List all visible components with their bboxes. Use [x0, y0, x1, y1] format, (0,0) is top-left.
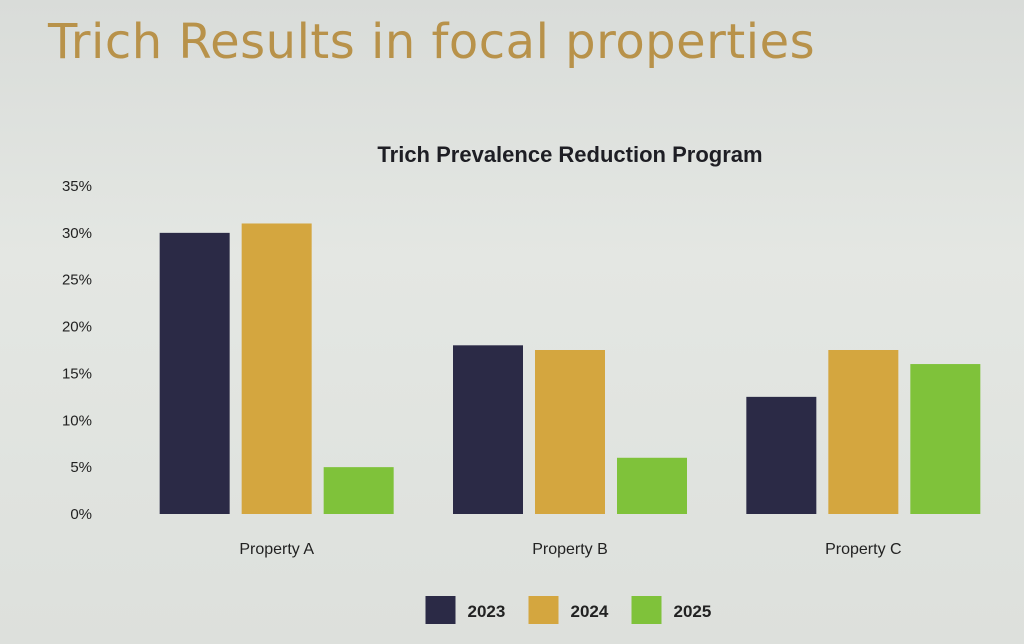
legend-label-2024: 2024 [571, 602, 609, 621]
y-tick-label: 10% [62, 412, 92, 429]
legend-swatch-2025 [631, 596, 662, 624]
bar-property-c-2023 [746, 396, 817, 514]
bars [159, 223, 981, 514]
y-tick-label: 0% [70, 506, 92, 523]
y-tick-label: 20% [62, 319, 92, 336]
x-category-label: Property C [825, 541, 901, 558]
y-tick-label: 35% [62, 178, 92, 195]
legend-label-2025: 2025 [674, 602, 712, 621]
chart-title: Trich Prevalence Reduction Program [377, 142, 762, 167]
bar-property-a-2023 [159, 232, 230, 514]
bar-property-c-2025 [910, 364, 981, 514]
legend-swatch-2023 [425, 596, 456, 624]
x-axis: Property A Property B Property C [239, 541, 901, 558]
y-tick-label: 5% [70, 459, 92, 476]
bar-property-a-2025 [323, 467, 394, 514]
slide-title: Trich Results in focal properties [48, 14, 816, 70]
legend-swatch-2024 [528, 596, 559, 624]
bar-property-b-2025 [617, 457, 687, 514]
y-axis: 0% 5% 10% 15% 20% 25% 30% 35% [62, 178, 92, 523]
legend-label-2023: 2023 [468, 602, 506, 621]
legend: 2023 2024 2025 [425, 596, 712, 624]
y-tick-label: 30% [62, 225, 92, 242]
bar-property-b-2023 [453, 345, 523, 514]
y-tick-label: 25% [62, 272, 92, 289]
bar-property-a-2024 [241, 223, 312, 514]
x-category-label: Property B [532, 541, 608, 558]
y-tick-label: 15% [62, 365, 92, 382]
bar-property-c-2024 [828, 350, 899, 514]
bar-property-b-2024 [535, 350, 605, 514]
x-category-label: Property A [239, 541, 314, 558]
